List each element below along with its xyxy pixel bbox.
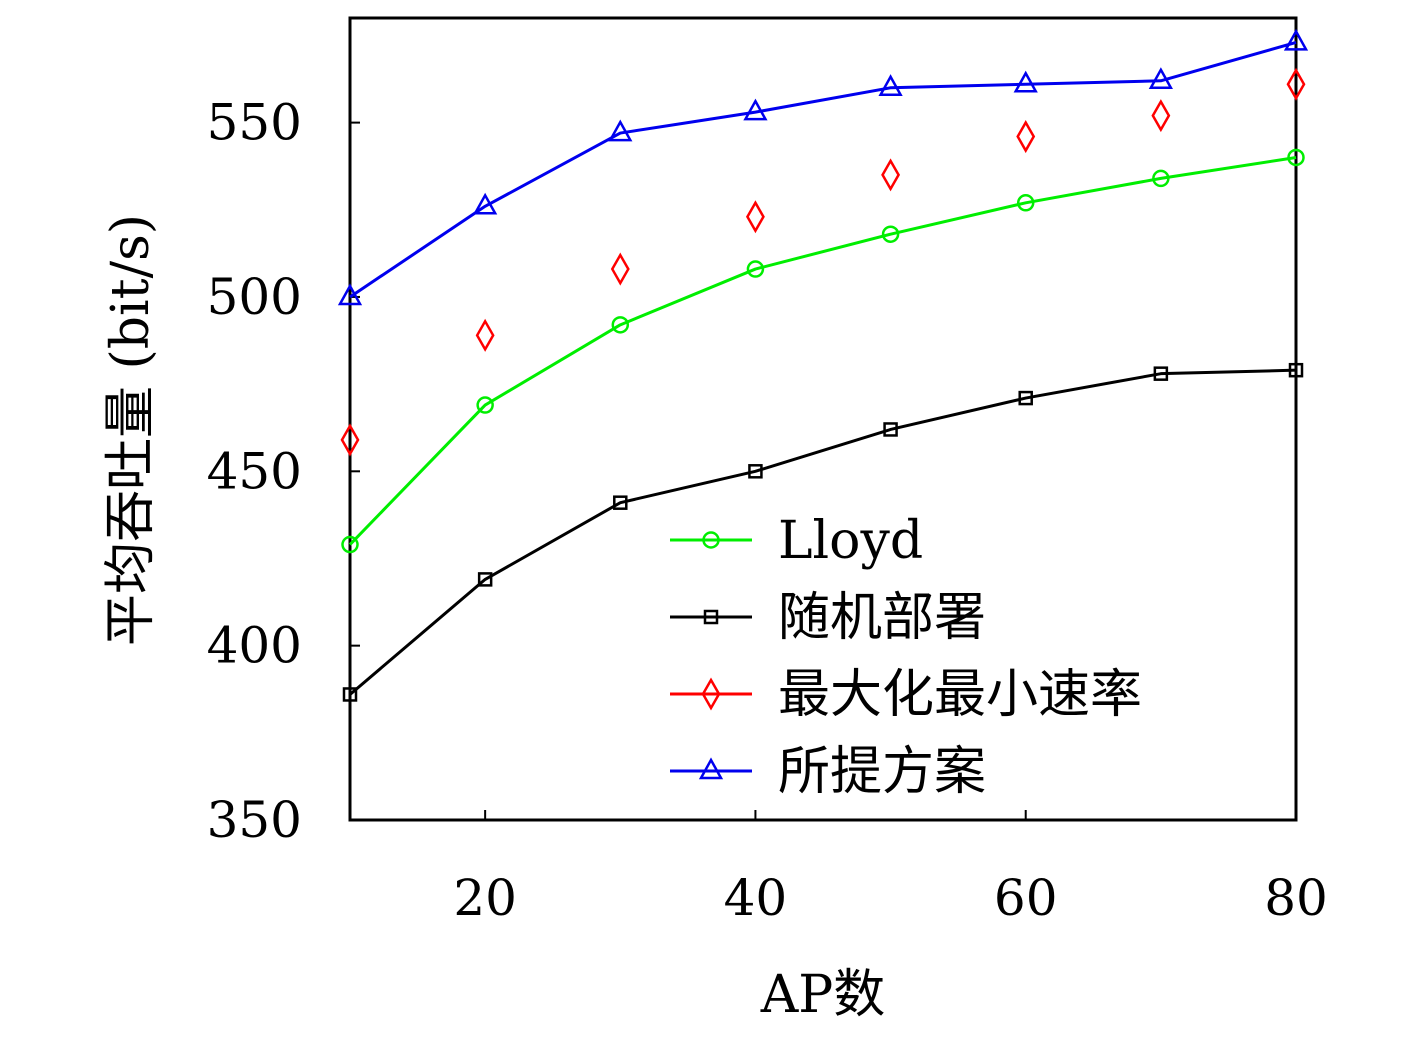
data-point <box>1283 28 1309 51</box>
legend-swatch-marker <box>698 757 724 780</box>
data-point <box>1013 70 1038 93</box>
legend-swatch-marker <box>702 531 720 549</box>
data-point <box>743 98 768 121</box>
data-point <box>473 192 498 215</box>
y-tick-label: 400 <box>207 617 302 675</box>
legend-item: Lloyd <box>670 511 923 571</box>
data-point <box>476 396 494 414</box>
series-line <box>349 40 1297 299</box>
y-tick-label: 550 <box>207 94 302 152</box>
data-point <box>1287 148 1305 167</box>
x-tick-label: 80 <box>1264 869 1328 927</box>
data-point <box>1018 390 1033 406</box>
legend-swatch-marker <box>703 609 719 625</box>
y-axis-title: 平均吞吐量 (bit/s) <box>101 214 161 646</box>
data-point <box>1016 120 1036 154</box>
series-2 <box>340 67 1306 457</box>
data-point <box>337 283 363 306</box>
legend-item: 所提方案 <box>670 742 986 802</box>
x-tick-label: 40 <box>724 869 788 927</box>
data-point <box>1153 366 1169 381</box>
data-point <box>1148 67 1173 90</box>
data-point <box>878 74 903 96</box>
legend-swatch-marker <box>701 677 721 711</box>
data-point <box>611 316 630 334</box>
data-point <box>1288 362 1304 378</box>
series-line <box>348 155 1297 546</box>
data-point <box>475 318 495 352</box>
series-layer <box>337 28 1309 702</box>
legend-label: 所提方案 <box>778 742 986 802</box>
data-point <box>748 464 763 479</box>
data-point <box>745 200 765 234</box>
x-axis-title: AP数 <box>760 965 886 1025</box>
x-axis-ticks: 20 40 60 80 <box>453 810 1328 927</box>
data-point <box>1286 67 1306 101</box>
y-axis-ticks: 350 400 450 500 550 <box>207 94 360 849</box>
legend-item: 最大化最小速率 <box>670 665 1142 725</box>
data-point <box>613 495 628 510</box>
legend-label: 最大化最小速率 <box>778 665 1142 725</box>
data-point <box>881 158 901 192</box>
x-tick-label: 60 <box>994 869 1058 927</box>
plot-frame <box>348 16 1298 822</box>
data-point <box>1016 194 1035 212</box>
data-point <box>883 422 898 437</box>
y-tick-label: 500 <box>207 268 302 326</box>
series-0 <box>341 148 1305 554</box>
legend-item: 随机部署 <box>670 588 986 648</box>
data-point <box>477 572 493 587</box>
y-tick-label: 350 <box>207 791 302 849</box>
series-1 <box>342 362 1304 702</box>
data-point <box>881 225 900 243</box>
data-point <box>610 252 630 286</box>
data-point <box>608 119 633 142</box>
data-point <box>342 687 358 702</box>
data-point <box>1151 99 1171 133</box>
legend-label: 随机部署 <box>778 588 986 648</box>
y-tick-label: 450 <box>207 442 302 500</box>
data-point <box>340 423 360 457</box>
data-point <box>341 535 359 554</box>
series-3 <box>337 28 1309 306</box>
data-point <box>1152 169 1170 188</box>
data-point <box>746 260 765 278</box>
series-line <box>349 368 1297 696</box>
legend-label: Lloyd <box>778 511 923 571</box>
x-tick-label: 20 <box>453 869 517 927</box>
